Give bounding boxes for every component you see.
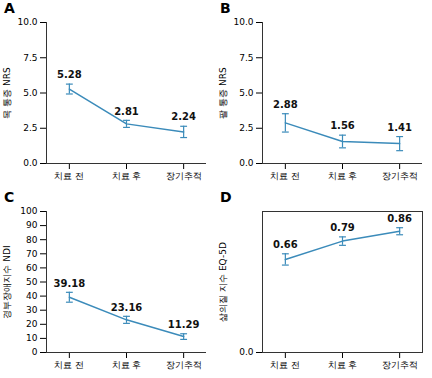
svg-text:장기추적: 장기추적 xyxy=(382,171,418,181)
svg-text:삶의질 지수 EQ-5D: 삶의질 지수 EQ-5D xyxy=(218,242,228,322)
svg-text:치료 전: 치료 전 xyxy=(270,171,300,181)
svg-text:장기추적: 장기추적 xyxy=(166,360,202,370)
svg-text:0.0: 0.0 xyxy=(239,158,254,168)
svg-text:치료 후: 치료 후 xyxy=(112,360,142,370)
svg-text:40: 40 xyxy=(26,291,38,301)
svg-text:0.66: 0.66 xyxy=(273,239,298,250)
svg-text:2.5: 2.5 xyxy=(239,123,253,133)
svg-text:20: 20 xyxy=(26,319,38,329)
svg-text:0: 0 xyxy=(32,347,38,357)
html-text:A: A xyxy=(4,0,15,16)
svg-text:30: 30 xyxy=(26,305,38,315)
svg-text:치료 후: 치료 후 xyxy=(328,360,358,370)
svg-text:치료 전: 치료 전 xyxy=(270,360,300,370)
svg-text:23.16: 23.16 xyxy=(111,302,143,313)
svg-text:70: 70 xyxy=(26,249,38,259)
html-text:D: D xyxy=(220,189,232,205)
svg-text:2.81: 2.81 xyxy=(114,106,139,117)
html-text:C: C xyxy=(4,189,15,205)
svg-text:100: 100 xyxy=(20,206,37,216)
svg-text:7.5: 7.5 xyxy=(23,53,37,63)
svg-text:장기추적: 장기추적 xyxy=(166,171,202,181)
svg-text:1.41: 1.41 xyxy=(387,122,412,133)
svg-text:2.88: 2.88 xyxy=(273,99,298,110)
svg-text:목 통증 NRS: 목 통증 NRS xyxy=(2,67,12,119)
svg-text:치료 전: 치료 전 xyxy=(54,171,84,181)
svg-text:7.5: 7.5 xyxy=(239,53,253,63)
html-text:B: B xyxy=(220,0,231,16)
svg-text:60: 60 xyxy=(26,263,38,273)
svg-text:2.5: 2.5 xyxy=(23,123,37,133)
svg-text:2.24: 2.24 xyxy=(171,111,196,122)
svg-text:0.0: 0.0 xyxy=(23,158,38,168)
svg-text:장기추적: 장기추적 xyxy=(382,360,418,370)
svg-text:치료 후: 치료 후 xyxy=(328,171,358,181)
svg-text:치료 전: 치료 전 xyxy=(54,360,84,370)
svg-text:90: 90 xyxy=(26,220,38,230)
svg-text:0.0: 0.0 xyxy=(239,347,254,357)
svg-text:10.0: 10.0 xyxy=(233,17,253,27)
svg-text:0.79: 0.79 xyxy=(330,222,355,233)
svg-text:11.29: 11.29 xyxy=(168,319,200,330)
svg-text:5.0: 5.0 xyxy=(239,88,254,98)
svg-text:5.0: 5.0 xyxy=(23,88,38,98)
svg-text:5.28: 5.28 xyxy=(57,69,82,80)
svg-text:80: 80 xyxy=(26,235,38,245)
svg-text:39.18: 39.18 xyxy=(54,278,86,289)
svg-text:10: 10 xyxy=(26,333,38,343)
svg-text:1.56: 1.56 xyxy=(330,120,355,131)
svg-text:경부장애지수 NDI: 경부장애지수 NDI xyxy=(2,245,12,318)
svg-text:0.86: 0.86 xyxy=(387,213,412,224)
svg-text:치료 후: 치료 후 xyxy=(112,171,142,181)
svg-text:팔 통증 NRS: 팔 통증 NRS xyxy=(218,67,228,119)
svg-text:50: 50 xyxy=(26,277,38,287)
svg-text:10.0: 10.0 xyxy=(17,17,37,27)
